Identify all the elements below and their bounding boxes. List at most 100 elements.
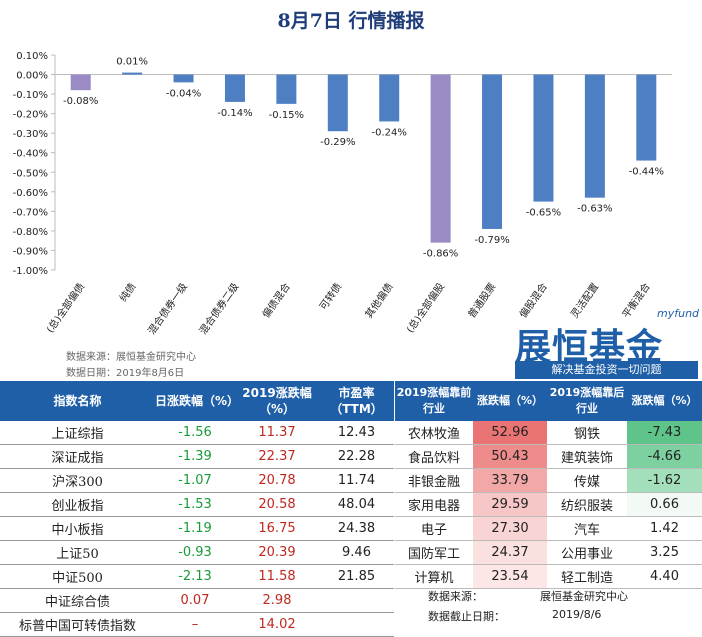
bar	[224, 74, 245, 102]
chart-source-note: 数据来源：展恒基金研究中心	[66, 352, 196, 363]
index-table: 指数名称 日涨跌幅（%） 2019涨跌幅（%） 市盈率（TTM） 上证综指 -1.…	[0, 381, 394, 637]
bar	[122, 72, 143, 75]
bottom-industry-cell: 汽车	[547, 516, 627, 541]
industry-table-row: 非银金融 33.79 传媒 -1.62	[395, 468, 702, 493]
y-tick-label: -0.90%	[13, 246, 48, 257]
x-category-label: 普通股票	[465, 280, 499, 320]
index-table-row: 创业板指 -1.53 20.58 48.04	[0, 492, 394, 517]
header-daily-change: 日涨跌幅（%）	[155, 381, 235, 421]
top-change-cell: 33.79	[473, 468, 547, 493]
page-title: 8月7日 行情播报	[277, 10, 425, 32]
header-bottom-change: 涨跌幅（%）	[627, 381, 702, 421]
y-tick-label: -1.00%	[13, 266, 48, 277]
index-name-cell: 上证50	[0, 540, 155, 565]
y-tick-label: 0.10%	[16, 51, 48, 62]
header-top-change: 涨跌幅（%）	[473, 381, 547, 421]
bar	[430, 74, 451, 243]
industry-table-row: 计算机 23.54 轻工制造 4.40	[395, 564, 702, 589]
daily-change-cell: –	[155, 612, 235, 637]
top-change-cell: 27.30	[473, 516, 547, 541]
bar-value-label: -0.24%	[372, 127, 407, 138]
y-tick-label: -0.10%	[13, 90, 48, 101]
index-table-row: 中证500 -2.13 11.58 21.85	[0, 564, 394, 589]
index-name-cell: 中小板指	[0, 516, 155, 541]
y-tick-label: -0.30%	[13, 129, 48, 140]
header-ytd-change: 2019涨跌幅（%）	[235, 381, 319, 421]
industry-table-row: 电子 27.30 汽车 1.42	[395, 516, 702, 541]
logo-myfund-text: myfund	[657, 307, 700, 320]
pe-cell: 22.28	[319, 444, 394, 469]
bottom-change-cell: -4.66	[627, 444, 702, 469]
top-industry-cell: 电子	[395, 516, 473, 541]
ytd-change-cell: 20.58	[235, 492, 319, 517]
bar-value-label: -0.44%	[629, 167, 664, 178]
bottom-change-cell: 1.42	[627, 516, 702, 541]
bar	[379, 74, 400, 122]
bar	[636, 74, 657, 161]
daily-change-cell: -1.39	[155, 444, 235, 469]
y-tick-label: -0.40%	[13, 149, 48, 160]
index-name-cell: 沪深300	[0, 468, 155, 493]
industry-table-row: 国防军工 24.37 公用事业 3.25	[395, 540, 702, 565]
bottom-industry-cell: 钢铁	[547, 421, 627, 445]
daily-change-cell: -1.56	[155, 421, 235, 445]
y-tick-label: -0.70%	[13, 207, 48, 218]
bottom-industry-cell: 轻工制造	[547, 564, 627, 589]
bar-value-label: -0.65%	[526, 208, 561, 219]
chart-date-note: 数据日期：2019年8月6日	[66, 368, 185, 379]
pe-cell: 24.38	[319, 516, 394, 541]
index-table-row: 中小板指 -1.19 16.75 24.38	[0, 516, 394, 541]
x-category-label: (总)全部偏债	[43, 280, 87, 335]
industry-table-row: 农林牧渔 52.96 钢铁 -7.43	[395, 421, 702, 445]
header-index-name: 指数名称	[0, 381, 155, 421]
bar-chart: 0.10% 0.00% -0.10% -0.20% -0.30% -0.40% -0.50%…	[13, 51, 672, 337]
x-category-label: 混合债券二级	[196, 280, 241, 337]
index-name-cell: 深证成指	[0, 444, 155, 469]
y-tick-label: -0.20%	[13, 110, 48, 121]
bar-value-label: -0.79%	[474, 235, 509, 246]
y-tick-label: -0.50%	[13, 168, 48, 179]
ytd-change-cell: 11.37	[235, 421, 319, 445]
bottom-change-cell: 0.66	[627, 492, 702, 517]
bar-value-label: -0.08%	[63, 96, 98, 107]
x-category-label: (总)全部偏股	[403, 280, 447, 335]
industry-table-row: 家用电器 29.59 纺织服装 0.66	[395, 492, 702, 517]
top-change-cell: 23.54	[473, 564, 547, 589]
header-bottom-industry: 2019涨幅靠后行业	[547, 381, 627, 421]
index-table-row: 标普中国可转债指数 –14.02	[0, 612, 394, 637]
index-table-row: 沪深300 -1.07 20.78 11.74	[0, 468, 394, 493]
ytd-change-cell: 22.37	[235, 444, 319, 469]
daily-change-cell: -1.07	[155, 468, 235, 493]
bottom-change-cell: -7.43	[627, 421, 702, 445]
top-industry-cell: 家用电器	[395, 492, 473, 517]
top-change-cell: 52.96	[473, 421, 547, 445]
ytd-change-cell: 2.98	[235, 588, 319, 613]
header-pe: 市盈率（TTM）	[319, 381, 394, 421]
index-name-cell: 中证500	[0, 564, 155, 589]
bar	[327, 74, 348, 132]
bottom-industry-cell: 纺织服装	[547, 492, 627, 517]
pe-cell: 21.85	[319, 564, 394, 589]
index-table-row: 上证50 -0.93 20.39 9.46	[0, 540, 394, 565]
industry-table-row: 食品饮料 50.43 建筑装饰 -4.66	[395, 444, 702, 469]
source-value: 展恒基金研究中心	[540, 590, 628, 603]
bottom-industry-cell: 建筑装饰	[547, 444, 627, 469]
x-category-label: 纯债	[116, 280, 138, 304]
index-table-row: 深证成指 -1.39 22.37 22.28	[0, 444, 394, 469]
pe-cell: 11.74	[319, 468, 394, 493]
bottom-change-cell: 3.25	[627, 540, 702, 565]
top-industry-cell: 非银金融	[395, 468, 473, 493]
daily-change-cell: -1.53	[155, 492, 235, 517]
daily-change-cell: -2.13	[155, 564, 235, 589]
x-category-label: 灵活配置	[569, 281, 602, 321]
bar	[276, 74, 297, 104]
index-name-cell: 标普中国可转债指数	[0, 612, 155, 637]
index-table-row: 中证综合债 0.07 2.98	[0, 588, 394, 613]
x-category-label: 平衡混合	[619, 280, 653, 320]
pe-cell	[319, 588, 394, 613]
daily-change-cell: 0.07	[155, 588, 235, 613]
daily-change-cell: -1.19	[155, 516, 235, 541]
ytd-change-cell: 14.02	[235, 612, 319, 637]
index-name-cell: 上证综指	[0, 421, 155, 445]
pe-cell: 12.43	[319, 421, 394, 445]
